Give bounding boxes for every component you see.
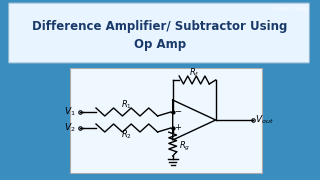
Text: $V_{out}$: $V_{out}$ <box>255 114 274 126</box>
Text: $V_1$: $V_1$ <box>64 106 76 118</box>
Text: ULearn Easily: ULearn Easily <box>271 6 308 11</box>
Text: $R_2$: $R_2$ <box>121 129 132 141</box>
Text: +: + <box>174 123 181 132</box>
FancyBboxPatch shape <box>70 68 262 173</box>
Text: Difference Amplifier/ Subtractor Using: Difference Amplifier/ Subtractor Using <box>32 19 288 33</box>
Text: $V_2$: $V_2$ <box>64 122 76 134</box>
Text: $R_f$: $R_f$ <box>189 67 199 79</box>
Text: −: − <box>174 107 181 116</box>
FancyBboxPatch shape <box>9 3 309 63</box>
Text: $R_g$: $R_g$ <box>179 140 190 153</box>
Text: Op Amp: Op Amp <box>134 37 186 51</box>
Text: $R_1$: $R_1$ <box>121 99 132 111</box>
